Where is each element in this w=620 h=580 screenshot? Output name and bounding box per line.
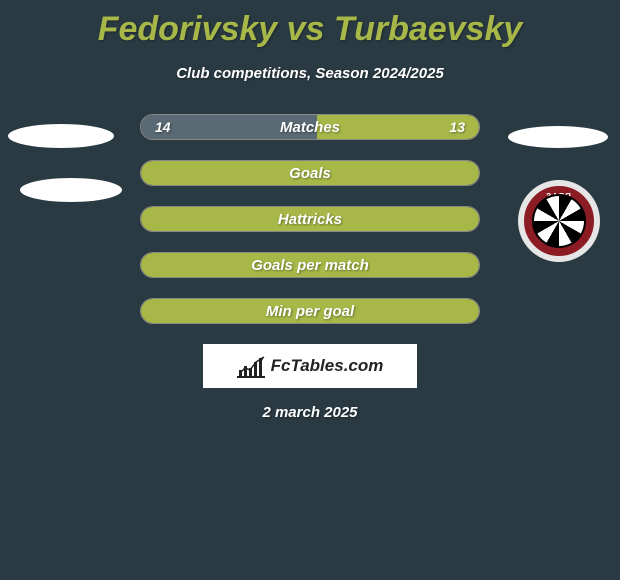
- date-text: 2 march 2025: [0, 404, 620, 421]
- brand-text: FcTables.com: [271, 356, 384, 376]
- soccer-ball-icon: [532, 194, 586, 248]
- bar-label: Min per goal: [141, 299, 479, 323]
- bar-label: Goals: [141, 161, 479, 185]
- bar-label: Hattricks: [141, 207, 479, 231]
- bar-value-right: 13: [449, 115, 465, 139]
- bar-label: Matches: [141, 115, 479, 139]
- stat-bar: Min per goal: [140, 298, 480, 324]
- chart-icon: [237, 354, 267, 378]
- comparison-bars: Matches14 13 Goals Hattricks Goals per match…: [140, 114, 480, 324]
- bar-label: Goals per match: [141, 253, 479, 277]
- club-badge: ЗАРЯ: [518, 180, 600, 262]
- stat-bar: Goals per match: [140, 252, 480, 278]
- trend-line-icon: [239, 356, 265, 376]
- stat-bar: Goals: [140, 160, 480, 186]
- stat-bar: Matches14 13: [140, 114, 480, 140]
- page-subtitle: Club competitions, Season 2024/2025: [0, 65, 620, 82]
- bar-value-left: 14: [155, 115, 171, 139]
- left-placeholder-2: [20, 178, 122, 202]
- brand-box: FcTables.com: [203, 344, 417, 388]
- left-placeholder-1: [8, 124, 114, 148]
- page-title: Fedorivsky vs Turbaevsky: [0, 0, 620, 49]
- stat-bar: Hattricks: [140, 206, 480, 232]
- right-placeholder: [508, 126, 608, 148]
